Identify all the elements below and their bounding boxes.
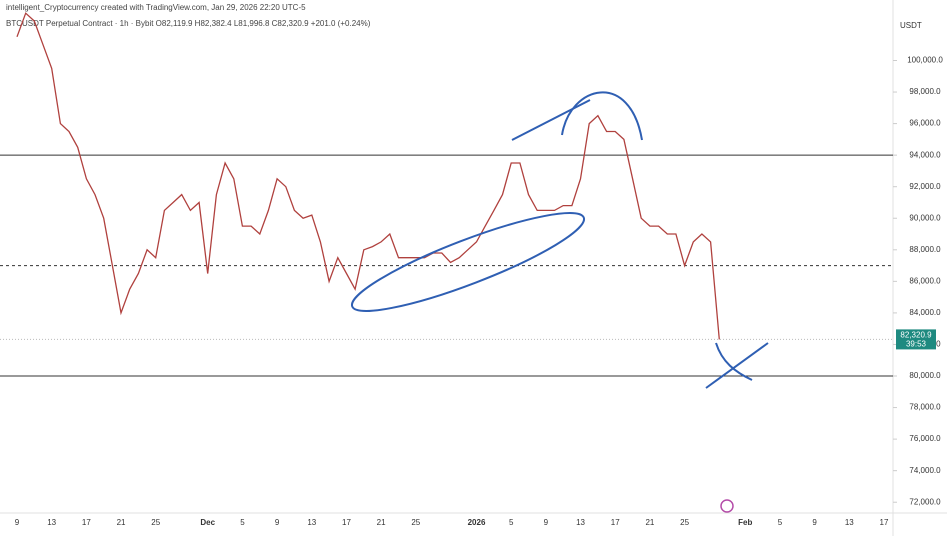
x-tick-label: 13 — [47, 518, 56, 527]
y-tick-label: 72,000.0 — [909, 497, 941, 506]
x-tick-label: 5 — [778, 518, 783, 527]
x-tick-label: Feb — [738, 518, 752, 527]
x-tick-label: 21 — [377, 518, 386, 527]
price-line — [16, 12, 720, 340]
y-tick-label: 74,000.0 — [909, 466, 941, 475]
y-tick-label: 94,000.0 — [909, 150, 941, 159]
y-tick-label: 76,000.0 — [909, 434, 941, 443]
x-tick-label: 25 — [411, 518, 420, 527]
price-box: 82,320.9 39:53 — [896, 329, 936, 350]
x-tick-label: 9 — [544, 518, 549, 527]
x-tick-label: 13 — [307, 518, 316, 527]
x-tick-label: 13 — [576, 518, 585, 527]
x-tick-label: 25 — [151, 518, 160, 527]
plot: 72,000.0 74,000.0 76,000.0 78,000.0 80,000.0… — [0, 12, 943, 527]
y-tick-label: 78,000.0 — [909, 403, 941, 412]
y-tick-label: 80,000.0 — [909, 371, 941, 380]
x-tick-label: 17 — [342, 518, 351, 527]
x-tick-label: 17 — [82, 518, 91, 527]
y-tick-label: 88,000.0 — [909, 245, 941, 254]
y-tick-label: 92,000.0 — [909, 182, 941, 191]
drawn-line — [511, 99, 591, 141]
x-tick-label: 21 — [645, 518, 654, 527]
price-box-bg — [896, 329, 936, 350]
x-tick-label: 5 — [240, 518, 245, 527]
drawings — [350, 91, 769, 389]
currency: USDT — [900, 21, 922, 30]
y-tick-label: 84,000.0 — [909, 308, 941, 317]
x-tick-label: 9 — [275, 518, 280, 527]
y-tick-label: 100,000.0 — [907, 56, 943, 65]
x-tick-label: 13 — [845, 518, 854, 527]
last-price: 82,320.9 — [900, 331, 932, 340]
x-tick-label: 17 — [611, 518, 620, 527]
x-tick-label: 2026 — [468, 518, 486, 527]
x-tick-label: 17 — [880, 518, 889, 527]
drawn-cross — [705, 342, 769, 389]
y-tick-label: 90,000.0 — [909, 213, 941, 222]
drawn-cross — [715, 342, 753, 381]
x-tick-label: Dec — [200, 518, 215, 527]
countdown: 39:53 — [906, 340, 927, 349]
x-tick-label: 21 — [117, 518, 126, 527]
x-tick-label: 5 — [509, 518, 514, 527]
event-icon — [720, 499, 734, 513]
header: intelligent_Cryptocurrency created with … — [6, 3, 306, 12]
y-tick-label: 96,000.0 — [909, 119, 941, 128]
symbol-line: BTCUSDT Perpetual Contract · 1h · Bybit … — [6, 19, 371, 28]
drawn-ellipse — [350, 212, 586, 312]
y-tick-label: 98,000.0 — [909, 87, 941, 96]
x-tick-label: 9 — [812, 518, 817, 527]
x-tick-label: 25 — [680, 518, 689, 527]
drawn-arc — [561, 91, 643, 141]
x-tick-label: 9 — [15, 518, 20, 527]
y-tick-label: 86,000.0 — [909, 276, 941, 285]
